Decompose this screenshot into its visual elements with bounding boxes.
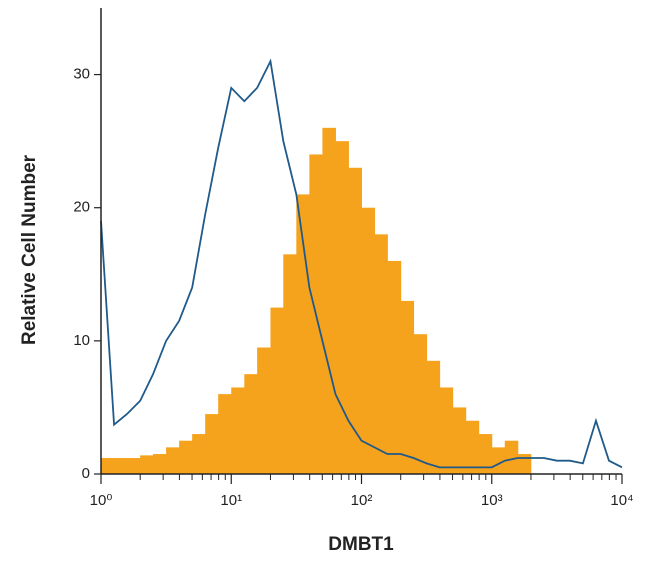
histogram-bar [374, 234, 388, 474]
x-tick-label: 10⁰ [90, 492, 113, 509]
histogram-bar [439, 387, 454, 474]
y-tick-label: 0 [82, 465, 90, 482]
histogram-bar [126, 458, 141, 474]
histogram-bar [166, 447, 180, 474]
histogram-bar [231, 387, 245, 474]
y-tick-label: 20 [73, 199, 90, 216]
histogram-bar [179, 440, 193, 474]
histogram-bar [387, 260, 402, 474]
histogram-bar [400, 300, 415, 474]
x-tick-label: 10⁴ [610, 492, 633, 509]
y-tick-label: 10 [73, 332, 90, 349]
x-tick-label: 10¹ [220, 492, 242, 509]
histogram-bar [491, 447, 506, 474]
histogram-outline [100, 58, 623, 469]
histogram-bar [257, 347, 271, 474]
histogram-bar [218, 394, 232, 474]
histogram-bar [478, 434, 493, 474]
x-axis-label: DMBT1 [328, 534, 394, 555]
histogram-bar [114, 458, 128, 474]
histogram-bar [270, 307, 284, 474]
histogram-bar [244, 374, 258, 474]
histogram-bar [413, 334, 428, 474]
histogram-bar [348, 167, 362, 474]
histogram-bar [335, 141, 349, 474]
histogram-bar [322, 127, 336, 474]
histogram-bar [283, 254, 297, 474]
histogram-bar [465, 420, 480, 474]
histogram-bar [153, 454, 167, 474]
histogram-bar [426, 360, 441, 474]
histogram-bar [140, 455, 154, 474]
y-axis-label: Relative Cell Number [19, 154, 40, 345]
x-tick-label: 10³ [481, 492, 503, 509]
x-tick-label: 10² [351, 492, 373, 509]
histogram-bar [101, 458, 115, 474]
histogram-bar [205, 414, 219, 474]
histogram-bar [452, 407, 467, 474]
histogram-bar [192, 434, 206, 474]
histogram-bar [504, 440, 519, 474]
histogram-bar [361, 207, 376, 474]
histogram-bar [517, 454, 532, 474]
y-tick-label: 30 [73, 66, 90, 83]
